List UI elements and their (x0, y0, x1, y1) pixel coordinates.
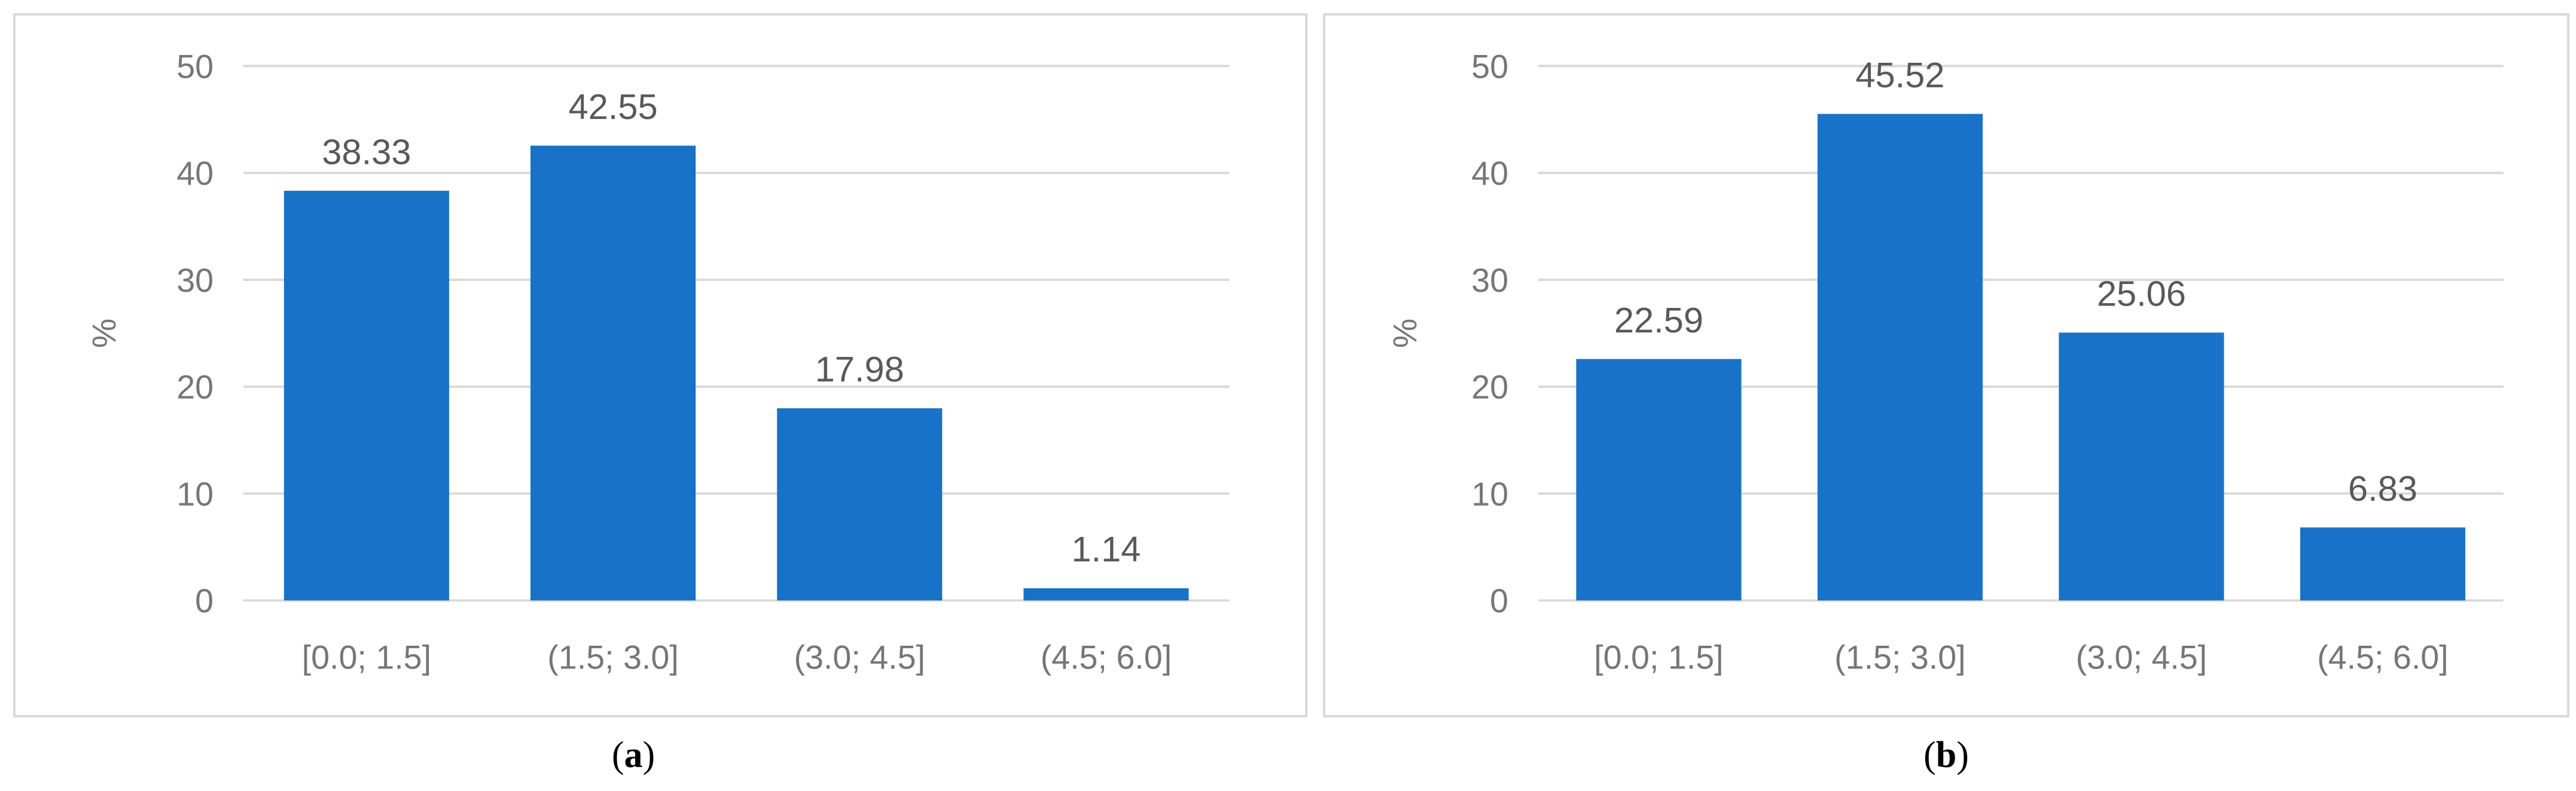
bar (1576, 359, 1742, 601)
x-tick-label: (4.5; 6.0] (1041, 639, 1172, 676)
data-label: 45.52 (1855, 55, 1944, 95)
x-tick-label: [0.0; 1.5] (302, 639, 431, 676)
y-tick-label: 0 (195, 582, 214, 619)
data-label: 42.55 (568, 87, 657, 127)
y-tick-label: 10 (1471, 475, 1508, 512)
data-label: 25.06 (2097, 274, 2186, 314)
y-tick-label: 10 (176, 475, 214, 512)
bar (1817, 114, 1983, 601)
bar-chart-b: 0 10 20 30 40 50% 22.59 [0.0; 1.5] 45.52 (1.5; 3.… (1386, 48, 2504, 676)
x-tick-label: (3.0; 4.5] (794, 639, 925, 676)
y-tick-label: 40 (1471, 155, 1508, 192)
bar (283, 191, 449, 601)
x-tick-label: (3.0; 4.5] (2076, 639, 2207, 676)
data-label: 22.59 (1614, 300, 1703, 340)
caption-a-close: ) (642, 735, 656, 775)
x-tick-label: [0.0; 1.5] (1594, 639, 1723, 676)
data-label: 1.14 (1071, 529, 1141, 569)
caption-a-open: ( (611, 735, 624, 775)
y-tick-label: 30 (176, 262, 214, 299)
bar (1023, 588, 1189, 601)
y-tick-label: 40 (176, 155, 214, 192)
bar (777, 408, 943, 601)
caption-a: (a) (544, 734, 723, 777)
y-tick-label: 30 (1471, 262, 1508, 299)
caption-a-letter: a (624, 735, 643, 775)
data-label: 17.98 (815, 349, 904, 389)
caption-b-close: ) (1956, 735, 1969, 775)
y-axis-label: % (86, 319, 123, 348)
data-label: 6.83 (2348, 469, 2418, 509)
caption-b-letter: b (1935, 735, 1957, 775)
bar (2300, 527, 2465, 601)
chart-panel-a: 0 10 20 30 40 50% 38.33 [0.0; 1.5] 42.55 (1.5; 3.… (13, 13, 1307, 717)
bar (2059, 332, 2224, 601)
y-axis-label: % (1386, 319, 1423, 348)
caption-b: (b) (1856, 734, 2036, 777)
y-tick-label: 20 (1471, 369, 1508, 406)
x-tick-label: (1.5; 3.0] (1834, 639, 1965, 676)
bar-chart-a: 0 10 20 30 40 50% 38.33 [0.0; 1.5] 42.55 (1.5; 3.… (86, 48, 1230, 676)
chart-panel-b: 0 10 20 30 40 50% 22.59 [0.0; 1.5] 45.52 (1.5; 3.… (1323, 13, 2569, 717)
y-tick-label: 0 (1490, 582, 1508, 619)
caption-b-open: ( (1923, 735, 1936, 775)
x-tick-label: (4.5; 6.0] (2317, 639, 2448, 676)
data-label: 38.33 (322, 132, 411, 172)
y-tick-label: 50 (176, 48, 214, 85)
x-tick-label: (1.5; 3.0] (547, 639, 678, 676)
y-tick-label: 20 (176, 369, 214, 406)
y-tick-label: 50 (1471, 48, 1508, 85)
bar (530, 145, 696, 601)
